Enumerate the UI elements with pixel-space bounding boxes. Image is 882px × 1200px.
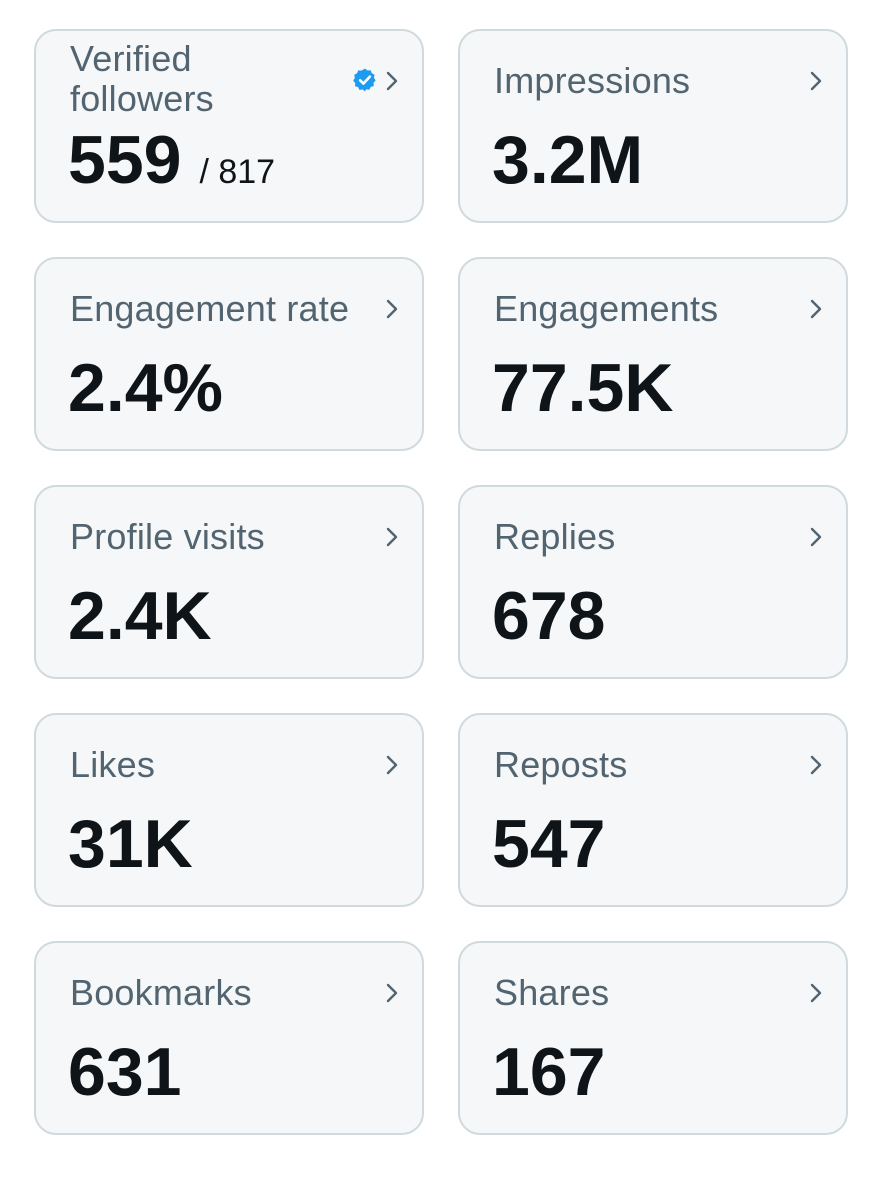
metric-value-row: 31K xyxy=(68,807,193,881)
metric-label: Shares xyxy=(494,972,610,1013)
metric-label: Bookmarks xyxy=(70,972,252,1013)
chevron-right-icon xyxy=(810,299,822,319)
chevron-right-icon xyxy=(386,527,398,547)
chevron-right-icon xyxy=(810,527,822,547)
metric-label: Reposts xyxy=(494,744,628,785)
metric-card-bookmarks[interactable]: Bookmarks 631 xyxy=(34,941,424,1135)
chevron-right-icon xyxy=(810,71,822,91)
metric-card-likes[interactable]: Likes 31K xyxy=(34,713,424,907)
metric-card-profile-visits[interactable]: Profile visits 2.4K xyxy=(34,485,424,679)
metric-value: 559 xyxy=(68,122,182,198)
metric-label: Engagements xyxy=(494,288,719,329)
metric-value-row: 559 / 817 xyxy=(68,123,275,197)
metric-value: 678 xyxy=(492,578,606,654)
chevron-right-icon xyxy=(810,755,822,775)
metric-card-replies[interactable]: Replies 678 xyxy=(458,485,848,679)
metric-card-shares[interactable]: Shares 167 xyxy=(458,941,848,1135)
chevron-right-icon xyxy=(386,71,398,91)
metric-total: / 817 xyxy=(199,153,276,191)
chevron-right-icon xyxy=(386,755,398,775)
chevron-right-icon xyxy=(810,983,822,1003)
metric-value: 167 xyxy=(492,1034,606,1110)
metric-value-row: 3.2M xyxy=(492,123,643,197)
metric-value: 3.2M xyxy=(492,122,644,198)
metric-value: 631 xyxy=(68,1034,182,1110)
metric-value-row: 167 xyxy=(492,1035,605,1109)
metric-value-row: 77.5K xyxy=(492,351,673,425)
metric-label: Impressions xyxy=(494,60,691,101)
metric-card-impressions[interactable]: Impressions 3.2M xyxy=(458,29,848,223)
metric-value: 77.5K xyxy=(492,350,674,426)
metric-label: Likes xyxy=(70,744,156,785)
metric-label: Engagement rate xyxy=(70,288,350,329)
metric-card-engagement-rate[interactable]: Engagement rate 2.4% xyxy=(34,257,424,451)
metric-label: Verified followers xyxy=(70,38,214,119)
verified-badge-icon xyxy=(353,68,376,92)
chevron-right-icon xyxy=(386,983,398,1003)
metric-value-row: 547 xyxy=(492,807,605,881)
metric-value-row: 678 xyxy=(492,579,605,653)
metric-value: 2.4K xyxy=(68,578,212,654)
metrics-grid: Verified followers 559 / 817 Impressions… xyxy=(34,29,848,1135)
metric-card-verified-followers[interactable]: Verified followers 559 / 817 xyxy=(34,29,424,223)
chevron-right-icon xyxy=(386,299,398,319)
metric-card-engagements[interactable]: Engagements 77.5K xyxy=(458,257,848,451)
metric-value-row: 2.4K xyxy=(68,579,212,653)
metric-value-row: 2.4% xyxy=(68,351,223,425)
metric-value-row: 631 xyxy=(68,1035,181,1109)
metric-value: 31K xyxy=(68,806,193,882)
metric-label: Replies xyxy=(494,516,616,557)
metric-value: 547 xyxy=(492,806,606,882)
metric-card-reposts[interactable]: Reposts 547 xyxy=(458,713,848,907)
metric-label: Profile visits xyxy=(70,516,265,557)
metric-value: 2.4% xyxy=(68,350,223,426)
